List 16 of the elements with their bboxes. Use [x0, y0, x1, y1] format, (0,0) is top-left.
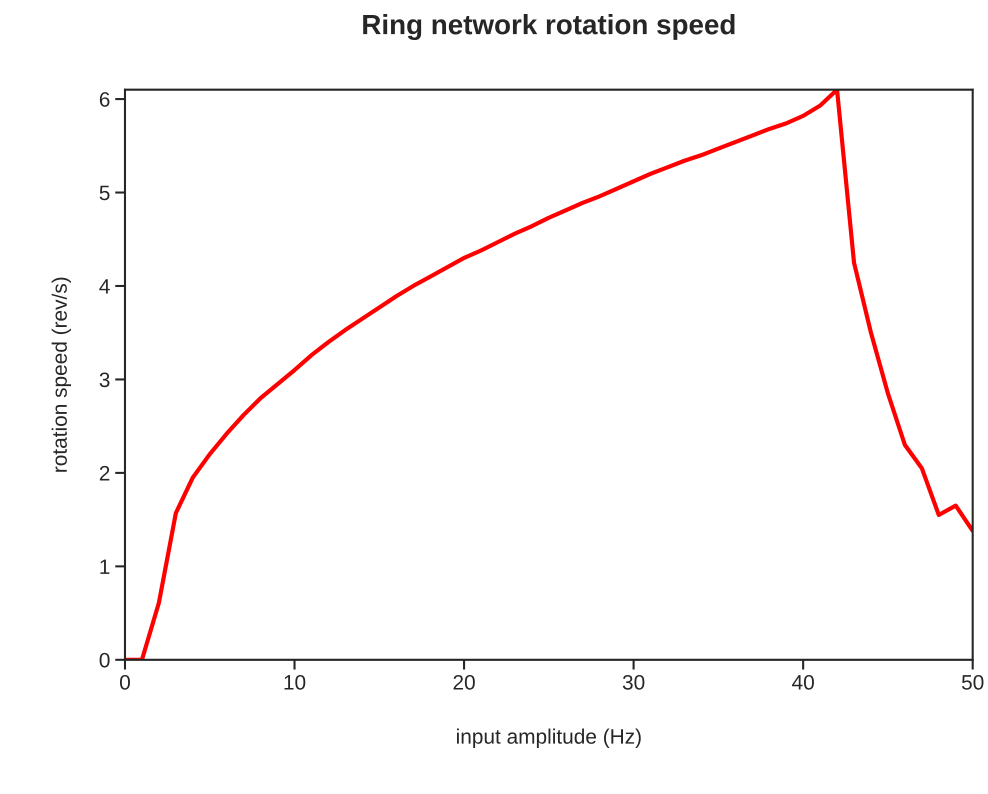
y-tick-label: 3: [100, 372, 110, 388]
x-axis-title: input amplitude (Hz): [457, 728, 641, 748]
chart-title: Ring network rotation speed: [363, 14, 735, 40]
y-tick-label: 2: [100, 466, 110, 480]
x-tick-label: 40: [792, 674, 814, 690]
y-axis-title: rotation speed (rev/s): [52, 278, 72, 472]
x-tick-label: 20: [454, 674, 475, 690]
y-tick-label: 4: [99, 279, 110, 294]
y-tick-label: 6: [100, 92, 110, 107]
x-tick-label: 0: [120, 674, 130, 690]
y-tick-label: 1: [100, 560, 110, 574]
y-tick-label: 0: [100, 652, 110, 668]
y-tick-label: 5: [100, 186, 110, 200]
x-tick-label: 10: [284, 674, 306, 690]
x-tick-label: 30: [622, 674, 644, 690]
x-tick-label: 50: [962, 674, 984, 690]
